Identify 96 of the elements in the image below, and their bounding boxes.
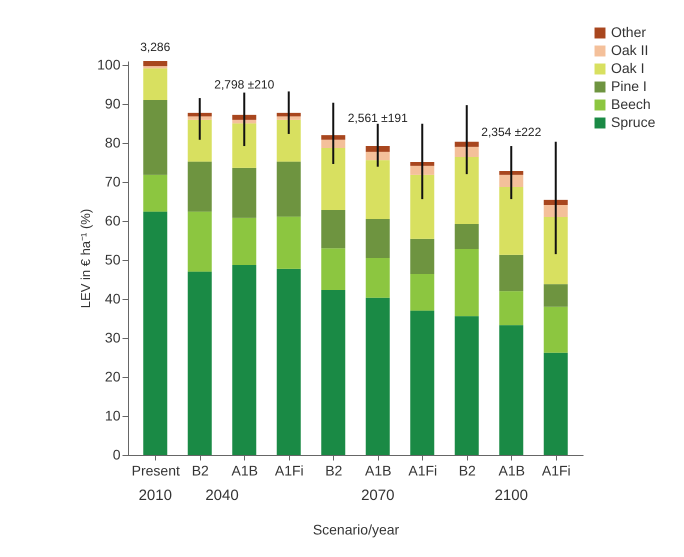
bar [232,168,256,218]
bar [499,291,524,326]
y-tick-label: 70 [104,173,121,190]
bar [321,210,346,248]
text: 3,286 [140,40,171,54]
bar [454,316,479,455]
bar [454,142,479,147]
text: 2100 [494,487,528,504]
y-axis-title: LEV in € ha⁻¹ (%) [78,208,94,308]
text: 2010 [138,487,172,504]
annotation: 2,798 ±210 [214,78,275,92]
bar [410,310,434,455]
bar [366,218,390,258]
bar [499,187,524,255]
bar [276,268,301,455]
bar [276,162,301,217]
bar [499,171,524,175]
bar [366,146,390,152]
legend-label: Oak I [611,60,644,76]
x-tick-label: A1B [232,462,258,478]
annotation: 2,561 ±191 [348,111,408,126]
y-tick-label: 20 [104,368,121,384]
bar [188,162,212,212]
legend-label: Other [611,24,646,40]
bar [366,258,390,298]
y-tick-label: 40 [104,290,121,306]
x-tick-label: A1B [498,462,525,478]
bar [276,216,301,269]
bar [366,160,390,219]
bar [143,212,168,455]
bar [454,146,479,157]
bar [454,249,479,316]
bar [232,218,256,266]
x-tick-label: Present [132,462,180,478]
bar [544,352,568,455]
bar [454,156,479,224]
y-tick-label: 50 [104,251,121,268]
x-tick-label: A1Fi [408,462,438,478]
legend-label: Oak II [611,42,648,58]
text: 2040 [205,487,239,504]
x-axis-title: Scenario/year [312,522,400,538]
y-tick-label: 80 [104,134,121,150]
bar [143,100,168,175]
bar [188,120,212,162]
bar [499,325,524,455]
bar [366,298,390,455]
legend-label: Spruce [611,114,656,130]
bar [232,265,256,455]
bar [321,148,346,210]
y-tick-label: 0 [112,446,121,462]
bar [321,135,346,140]
bar [544,284,568,307]
bar [410,162,434,166]
y-tick-label: 10 [104,407,121,424]
bar [143,68,168,100]
bar [232,120,256,124]
bar [499,254,524,292]
bar [410,174,434,239]
bar [188,116,212,120]
bar [143,61,168,66]
bar [366,152,390,160]
bar [410,238,434,274]
bar [544,200,568,205]
bar [544,306,568,353]
y-tick-label: 60 [104,212,121,228]
legend-label: Pine I [611,78,647,94]
bar [188,112,212,116]
bar [544,217,568,284]
bar [410,166,434,175]
bar [276,120,301,162]
bar [410,274,434,311]
x-tick-label: A1Fi [274,462,304,478]
bar [276,112,301,116]
x-tick-label: B2 [458,462,476,478]
legend-label: Beech [611,96,651,112]
x-tick-label: A1Fi [542,462,571,478]
x-tick-label: A1B [365,462,392,478]
x-tick-label: B2 [325,462,343,478]
bar [321,290,346,455]
bar [232,123,256,168]
bar [188,272,212,455]
y-tick-label: 30 [104,329,121,346]
bar [499,174,524,187]
bar [321,140,346,148]
bar [321,248,346,290]
y-tick-label: 100 [97,56,121,72]
bar [454,224,479,250]
text: 2070 [361,487,394,504]
bar [143,174,168,212]
bar [232,114,256,120]
annotation: 2,354 ±222 [481,124,542,139]
bar [544,204,568,218]
y-tick-label: 90 [104,95,121,112]
bar [276,116,301,120]
x-tick-label: B2 [192,462,210,478]
bar [188,212,212,272]
